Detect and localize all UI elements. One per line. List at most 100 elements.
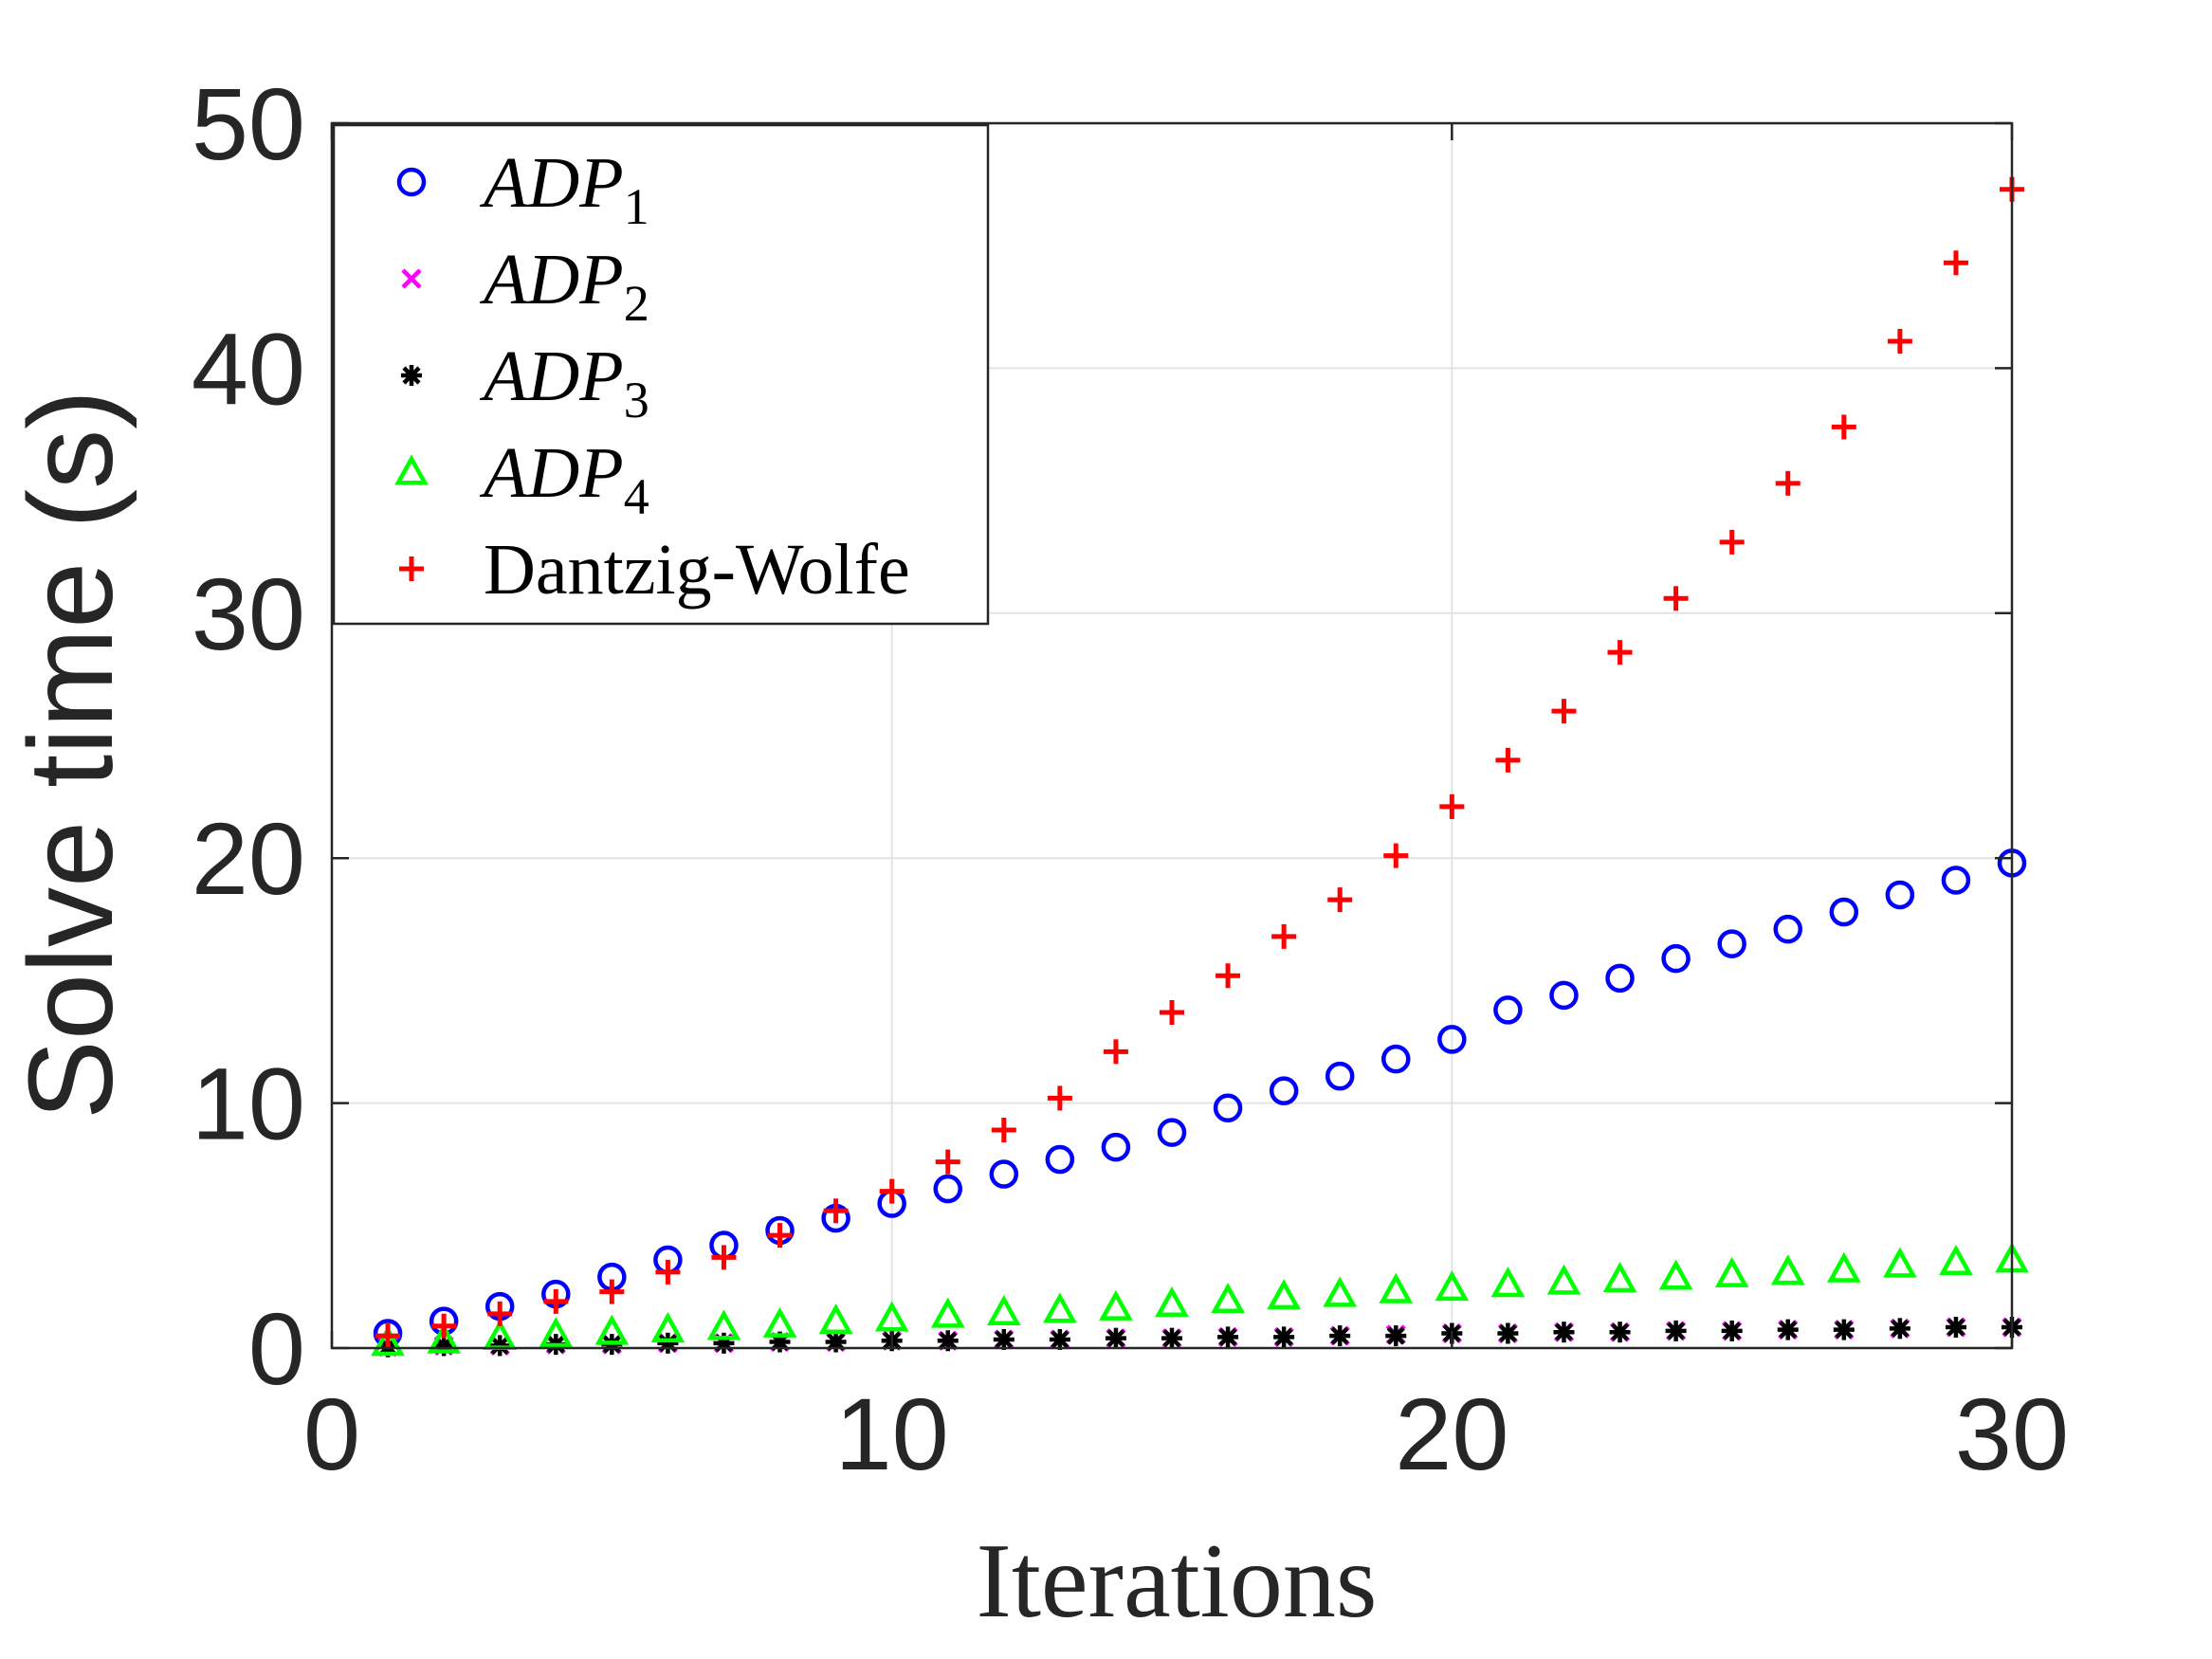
legend-label-name: ADP — [479, 433, 624, 513]
data-point-asterisk — [1721, 1320, 1743, 1341]
data-point-plus — [1383, 843, 1409, 868]
y-axis-title: Solve time (s) — [4, 390, 137, 1120]
legend-entry: Dantzig-Wolfe — [399, 530, 910, 610]
data-point-plus — [431, 1313, 457, 1339]
data-point-asterisk — [1889, 1318, 1910, 1340]
y-tick-label: 20 — [192, 801, 305, 916]
data-point-asterisk — [1553, 1322, 1575, 1343]
data-point-triangle — [1323, 1276, 1358, 1307]
data-point-circle — [933, 1174, 962, 1204]
data-point-asterisk — [1385, 1325, 1407, 1347]
data-point-plus — [1831, 414, 1856, 440]
data-point-circle — [1773, 914, 1802, 944]
legend-label: Dantzig-Wolfe — [484, 530, 910, 610]
data-point-circle — [1325, 1061, 1355, 1091]
data-point-plus — [711, 1245, 737, 1270]
data-point-plus — [1663, 586, 1689, 611]
data-point-triangle — [930, 1297, 965, 1328]
legend-label: ADP4 — [479, 433, 649, 525]
legend-box — [332, 123, 990, 626]
data-point-asterisk — [1273, 1326, 1295, 1348]
data-point-circle — [1549, 980, 1579, 1011]
data-point-triangle — [1658, 1259, 1693, 1290]
data-point-triangle — [539, 1317, 574, 1348]
data-point-plus — [1607, 640, 1633, 665]
data-point-triangle — [762, 1306, 797, 1338]
data-point-circle — [1157, 1118, 1187, 1147]
data-point-plus — [1216, 963, 1241, 989]
data-point-triangle — [1490, 1267, 1526, 1298]
data-point-triangle — [1939, 1244, 1973, 1276]
data-point-plus — [543, 1288, 569, 1314]
data-point-asterisk — [657, 1332, 679, 1354]
legend-label-name: Dantzig-Wolfe — [484, 530, 910, 610]
data-point-plus — [1047, 1085, 1072, 1111]
y-tick-label: 10 — [192, 1047, 305, 1161]
data-point-plus — [655, 1259, 681, 1285]
data-point-triangle — [986, 1294, 1021, 1325]
data-point-circle — [1941, 866, 1971, 895]
data-point-plus — [487, 1301, 513, 1326]
data-point-asterisk — [1665, 1320, 1687, 1341]
data-point-triangle — [1714, 1256, 1749, 1287]
y-tick-label: 0 — [248, 1291, 305, 1406]
data-point-plus — [1887, 328, 1912, 354]
legend-label-subscript: 1 — [624, 178, 649, 235]
data-point-circle — [1381, 1044, 1411, 1074]
data-point-asterisk — [993, 1328, 1015, 1350]
series-adp1 — [373, 848, 2027, 1348]
data-point-plus — [935, 1149, 960, 1175]
data-point-triangle — [1043, 1292, 1077, 1323]
data-point-triangle — [1602, 1262, 1637, 1293]
data-point-asterisk — [1833, 1319, 1855, 1340]
data-point-plus — [879, 1178, 905, 1204]
y-tick-label: 50 — [192, 66, 305, 181]
data-point-triangle — [1770, 1254, 1805, 1285]
data-point-circle — [1885, 880, 1915, 910]
data-point-circle — [1829, 897, 1859, 927]
legend-label-name: ADP — [479, 240, 624, 319]
legend-marker-triangle — [394, 454, 429, 485]
data-point-asterisk — [1105, 1327, 1126, 1349]
data-point-asterisk — [1161, 1327, 1182, 1349]
data-point-triangle — [650, 1311, 686, 1343]
data-point-triangle — [1099, 1289, 1133, 1321]
series-adp4 — [371, 1242, 2029, 1357]
y-tick-label: 30 — [192, 556, 305, 671]
legend-label: ADP2 — [479, 240, 649, 332]
data-point-circle — [1269, 1076, 1299, 1105]
data-point-plus — [1160, 999, 1184, 1025]
data-point-plus — [823, 1198, 849, 1224]
y-tick-label: 40 — [192, 311, 305, 426]
data-point-triangle — [1155, 1285, 1189, 1317]
legend-entry: ADP4 — [394, 433, 649, 525]
data-point-triangle — [1883, 1247, 1917, 1278]
data-point-triangle — [371, 1325, 405, 1357]
data-point-triangle — [1379, 1272, 1414, 1304]
data-point-triangle — [594, 1314, 630, 1345]
data-point-plus — [1719, 529, 1745, 555]
data-point-asterisk — [1217, 1326, 1239, 1348]
legend-entry: ADP3 — [401, 337, 649, 428]
data-point-circle — [1717, 929, 1746, 958]
data-point-triangle — [1267, 1279, 1301, 1310]
data-point-plus — [1495, 747, 1521, 773]
data-point-circle — [1493, 995, 1523, 1025]
data-point-plus — [1551, 699, 1577, 724]
data-point-triangle — [706, 1309, 741, 1340]
data-point-triangle — [1826, 1251, 1861, 1283]
axis-ticks: 0 10 20 30 0 10 20 30 40 50 — [192, 66, 2069, 1491]
data-point-asterisk — [1329, 1325, 1351, 1347]
data-point-triangle — [1211, 1282, 1245, 1314]
legend-marker-asterisk — [401, 365, 422, 386]
axes-box — [330, 121, 2014, 1350]
data-point-plus — [991, 1118, 1016, 1143]
legend-marker-x — [401, 268, 422, 289]
legend-entry: ADP1 — [396, 143, 649, 235]
data-point-plus — [1775, 470, 1801, 496]
legend-entry: ADP2 — [401, 240, 649, 332]
data-point-asterisk — [1609, 1322, 1631, 1343]
data-point-plus — [599, 1279, 625, 1304]
series-dantzig-wolfe — [375, 176, 2024, 1349]
